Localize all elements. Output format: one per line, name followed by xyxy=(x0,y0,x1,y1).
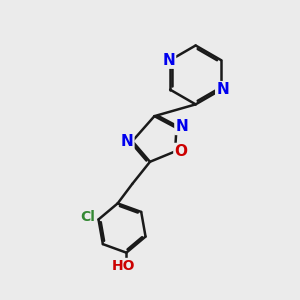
Text: N: N xyxy=(162,53,175,68)
Text: N: N xyxy=(121,134,134,149)
Text: O: O xyxy=(174,144,188,159)
Text: Cl: Cl xyxy=(80,209,95,224)
Text: HO: HO xyxy=(112,259,135,273)
Text: N: N xyxy=(216,82,229,97)
Text: N: N xyxy=(176,119,188,134)
